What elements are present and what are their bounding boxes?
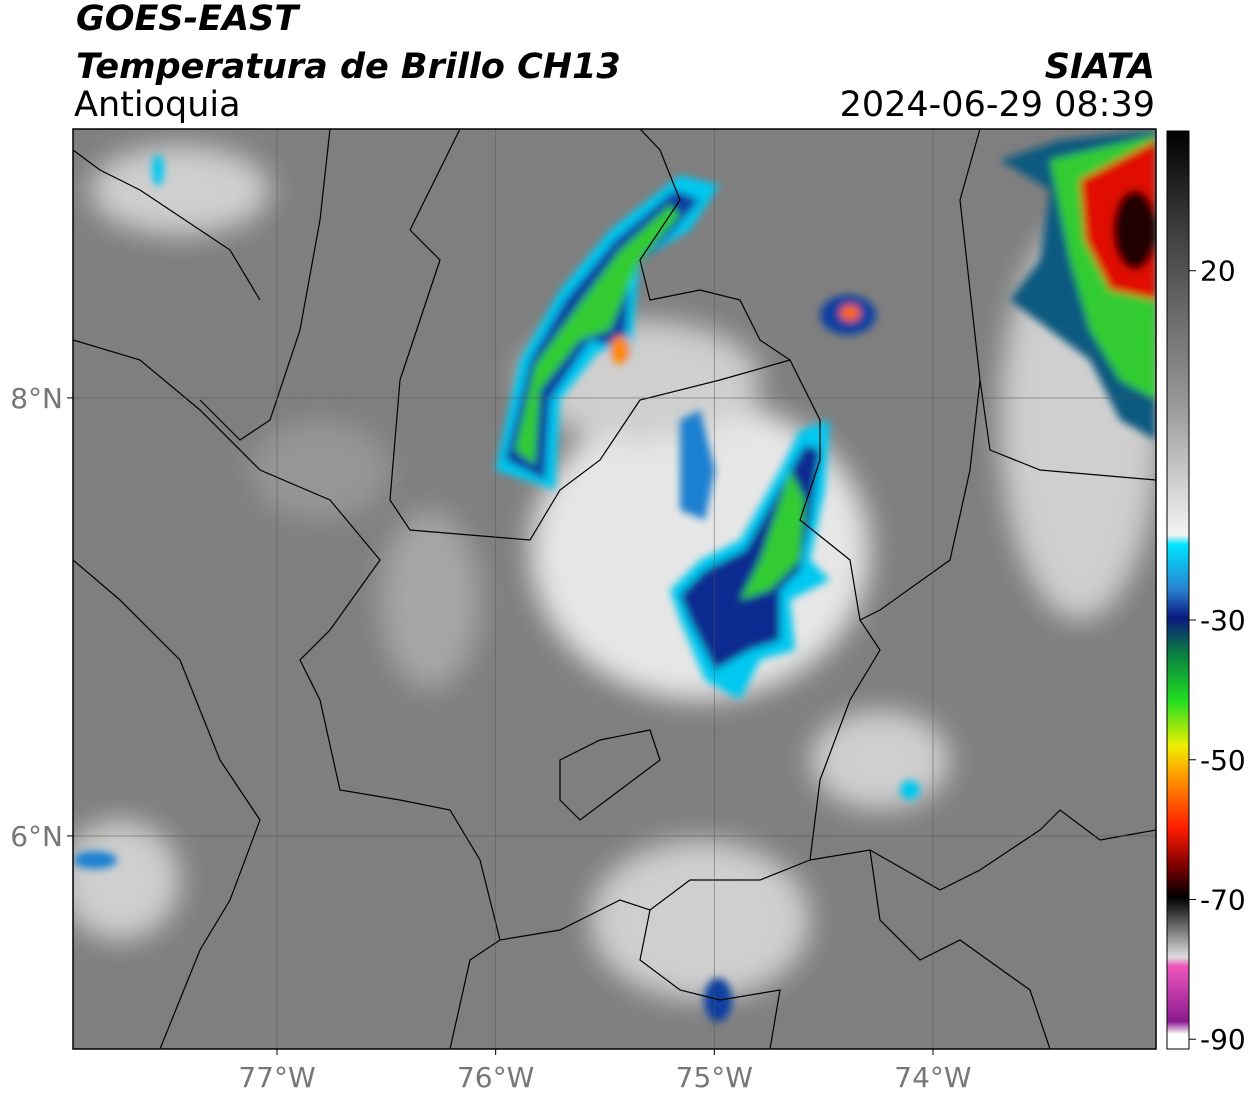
borders [73, 129, 1156, 1049]
lon-tick-label: 74°W [894, 1061, 971, 1094]
graticule [73, 129, 1156, 1049]
axes: 8°N 6°N 77°W 76°W 75°W 74°W 20 -30 -50 -70 -90 [10, 255, 1246, 1094]
lon-tick-label: 75°W [676, 1061, 753, 1094]
title: GOES-EAST [76, 0, 301, 39]
colorbar-tick-label: -70 [1200, 883, 1246, 916]
lon-tick-label: 76°W [457, 1061, 534, 1094]
colorbar-tick-label: 20 [1200, 255, 1236, 288]
satellite-image [73, 129, 1156, 1049]
region: Antioquia [74, 85, 241, 125]
datetime: 2024-06-29 08:39 [840, 85, 1155, 125]
colorbar-tick-label: -50 [1200, 744, 1246, 777]
source: SIATA [1045, 47, 1155, 87]
lon-tick-label: 77°W [238, 1061, 315, 1094]
colorbar-tick-label: -90 [1200, 1023, 1246, 1056]
lat-tick-label: 8°N [10, 382, 63, 415]
colorbar [1166, 130, 1190, 1050]
colorbar-tick-label: -30 [1200, 604, 1246, 637]
lat-tick-label: 6°N [10, 820, 63, 853]
map-frame [72, 128, 1157, 1050]
subtitle: Temperatura de Brillo CH13 [76, 47, 621, 87]
